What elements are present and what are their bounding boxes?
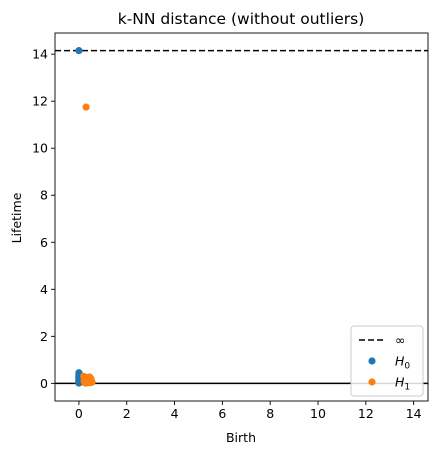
- legend-swatch-h1: [368, 378, 376, 386]
- plot-frame: [54, 32, 429, 402]
- y-tick-label: 10: [32, 141, 48, 156]
- legend-label-infinity: ∞: [395, 333, 405, 348]
- legend-swatch-h0: [368, 357, 376, 365]
- y-tick-label: 8: [40, 188, 48, 203]
- data-point-h0: [75, 47, 83, 55]
- legend-label-subscript: 0: [404, 362, 410, 372]
- x-tick-label: 0: [75, 406, 83, 421]
- data-point-h1: [86, 373, 94, 381]
- legend-box: [350, 325, 424, 397]
- x-tick-label: 6: [218, 406, 226, 421]
- y-tick-label: 0: [40, 376, 48, 391]
- y-tick-label: 12: [32, 94, 48, 109]
- x-axis-label: Birth: [226, 430, 256, 445]
- y-tick-label: 4: [40, 282, 48, 297]
- chart-title: k-NN distance (without outliers): [118, 10, 365, 28]
- x-tick-label: 12: [358, 406, 374, 421]
- y-tick-label: 6: [40, 235, 48, 250]
- x-tick-label: 4: [171, 406, 179, 421]
- x-tick-label: 14: [406, 406, 422, 421]
- y-tick-label: 2: [40, 329, 48, 344]
- y-axis-label: Lifetime: [9, 192, 24, 243]
- x-tick-label: 10: [310, 406, 326, 421]
- y-tick-label: 14: [32, 47, 48, 62]
- data-point-h1: [82, 379, 90, 387]
- x-tick-label: 2: [123, 406, 131, 421]
- x-tick-label: 8: [266, 406, 274, 421]
- legend-label-subscript: 1: [404, 383, 410, 393]
- data-point-h1: [82, 103, 90, 111]
